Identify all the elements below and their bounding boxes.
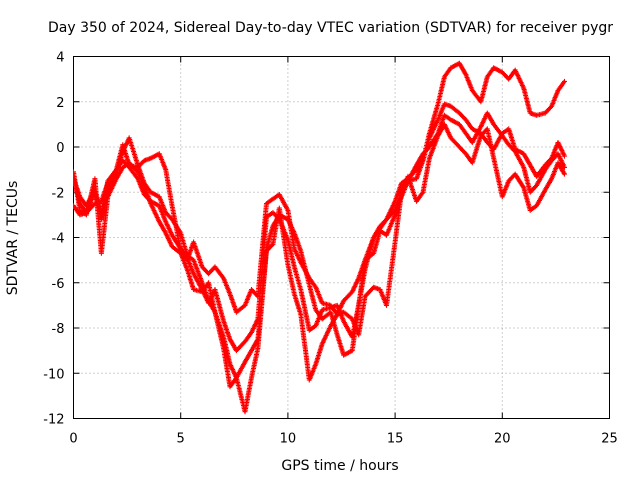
chart-title: Day 350 of 2024, Sidereal Day-to-day VTE… bbox=[48, 20, 613, 36]
y-tick-label: 0 bbox=[56, 141, 64, 156]
y-tick-label: -10 bbox=[43, 367, 64, 382]
x-tick-labels: 0 5 10 15 20 25 bbox=[69, 432, 617, 447]
x-axis-label: GPS time / hours bbox=[281, 458, 398, 474]
y-tick-label: -4 bbox=[52, 232, 65, 247]
y-tick-label: 4 bbox=[56, 51, 64, 66]
y-tick-label: -8 bbox=[52, 322, 65, 337]
y-tick-label: -12 bbox=[43, 413, 64, 428]
y-tick-labels: -12 -10 -8 -6 -4 -2 0 2 4 bbox=[43, 51, 64, 428]
x-tick-label: 0 bbox=[69, 432, 77, 447]
series-group bbox=[73, 60, 567, 415]
x-tick-label: 15 bbox=[387, 432, 404, 447]
y-axis-label: SDTVAR / TECUs bbox=[5, 181, 21, 296]
x-tick-label: 25 bbox=[601, 432, 618, 447]
y-tick-label: -2 bbox=[52, 186, 65, 201]
x-tick-label: 5 bbox=[177, 432, 185, 447]
y-tick-label: 2 bbox=[56, 96, 64, 111]
series-3-markers bbox=[73, 121, 567, 415]
x-tick-label: 10 bbox=[280, 432, 297, 447]
x-tick-label: 20 bbox=[494, 432, 511, 447]
series-4-markers bbox=[73, 110, 567, 354]
y-tick-label: -6 bbox=[52, 277, 65, 292]
